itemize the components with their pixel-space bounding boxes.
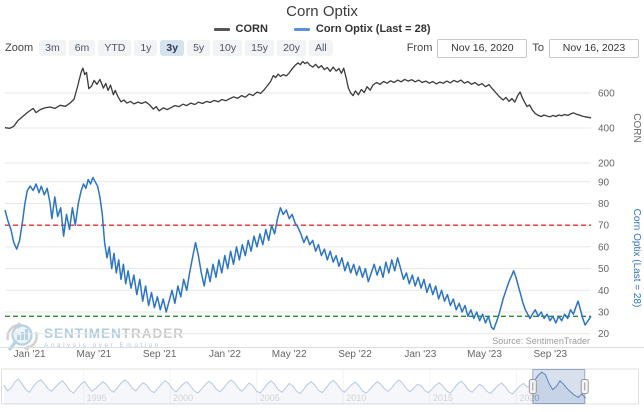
optix-ytick-50: 50 [598,264,610,275]
legend-item-corn-optix[interactable]: Corn Optix (Last = 28) [293,23,431,35]
zoom-label: Zoom [5,42,34,54]
corn-ytick-600: 600 [598,89,615,100]
x-axis-label-7: May '23 [467,349,502,360]
range-button-5y[interactable]: 5y [187,40,211,56]
corn-optix-legend-label: Corn Optix (Last = 28) [315,23,431,35]
corn-optix-legend-dash-icon [293,27,310,31]
range-button-3m[interactable]: 3m [39,40,66,56]
navigator-unselected-mask [4,369,533,404]
to-label: To [532,42,544,54]
corn-legend-label: CORN [235,23,268,35]
range-button-all[interactable]: All [309,40,333,56]
from-date-input[interactable] [437,38,528,58]
corn-axis-title: CORN [631,113,642,142]
navigator-frame [1,368,639,405]
x-axis-label-0: Jan '21 [14,349,46,360]
chart-title: Corn Optix [286,3,358,20]
range-button-ytd[interactable]: YTD [98,40,132,56]
x-axis-label-2: Sep '21 [143,349,177,360]
optix-axis-title: Corn Optix (Last = 28) [631,209,642,308]
range-button-20y[interactable]: 20y [277,40,306,56]
chart-canvas: 200 400 600 CORN 20 30 40 50 60 70 80 90 Corn Optix … [0,60,644,405]
watermark: SENTIMENTRADER Analysis over Emotion [4,320,184,354]
optix-ytick-60: 60 [598,242,610,253]
range-button-3y[interactable]: 3y [160,40,185,56]
range-selector-toolbar: Zoom 3m 6m YTD 1y 3y 5y 10y 15y 20y All … [5,38,639,58]
corn-ytick-400: 400 [598,124,615,135]
x-axis-label-5: Sep '22 [338,349,372,360]
legend: CORN Corn Optix (Last = 28) [0,23,644,35]
optix-ytick-20: 20 [598,329,610,340]
corn-legend-dash-icon [213,27,230,31]
x-axis-label-1: May '21 [76,349,111,360]
optix-ytick-30: 30 [598,308,610,319]
range-button-1y[interactable]: 1y [134,40,158,56]
range-button-6m[interactable]: 6m [68,40,96,56]
corn-ytick-200: 200 [598,159,615,170]
x-axis-label-4: May '22 [272,349,307,360]
optix-ytick-80: 80 [598,199,610,210]
x-axis-label-6: Jan '23 [404,349,436,360]
corn-price-series [4,60,592,129]
x-axis-label-3: Jan '22 [209,349,241,360]
navigator-selected-range[interactable] [532,369,586,404]
optix-ytick-90: 90 [598,177,610,188]
from-label: From [406,42,433,54]
range-button-10y[interactable]: 10y [213,40,243,56]
legend-item-corn[interactable]: CORN [213,23,268,35]
range-button-15y[interactable]: 15y [245,40,275,56]
optix-series [4,176,592,331]
x-axis-label-8: Sep '23 [534,349,568,360]
to-date-input[interactable] [549,38,639,58]
source-credit: Source: SentimenTrader [492,336,590,346]
watermark-tagline: Analysis over Emotion [44,342,161,349]
optix-ytick-40: 40 [598,286,610,297]
optix-ytick-70: 70 [598,221,610,232]
